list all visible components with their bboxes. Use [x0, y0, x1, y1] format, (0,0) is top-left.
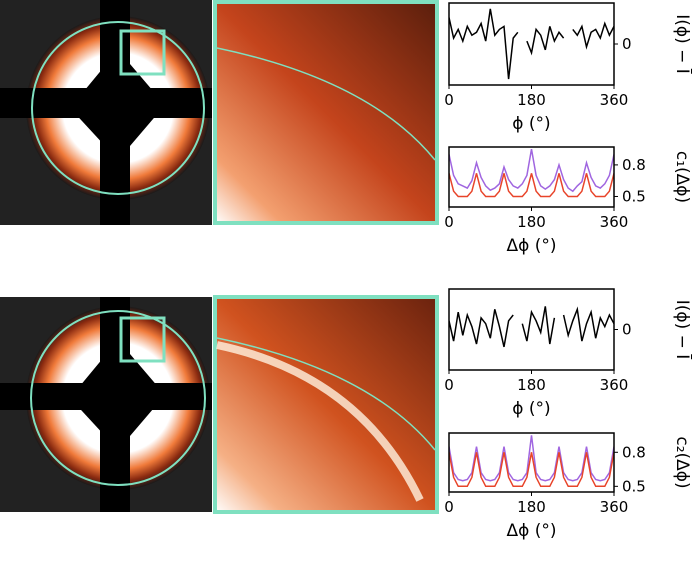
series-line — [449, 173, 614, 198]
x-tick-label: 360 — [600, 498, 629, 516]
y-axis-label: I(ϕ) − Ī — [672, 14, 692, 74]
detector-image-1 — [0, 0, 212, 225]
y-axis-label: c₂(Δϕ) — [672, 436, 692, 488]
x-tick-label: 0 — [444, 498, 454, 516]
series-line — [449, 435, 614, 482]
y-tick-label: 0 — [622, 321, 632, 339]
x-tick-label: 180 — [517, 498, 546, 516]
plot-frame — [448, 146, 615, 208]
series-line — [449, 8, 614, 80]
x-tick-label: 0 — [444, 91, 454, 109]
y-tick-label: 0.5 — [622, 477, 646, 495]
y-tick-label: 0.8 — [622, 156, 646, 174]
x-tick-label: 0 — [444, 376, 454, 394]
detector-image-2 — [0, 297, 212, 512]
x-axis-label: ϕ (°) — [512, 399, 550, 419]
y-tick-label: 0 — [622, 35, 632, 53]
x-tick-label: 360 — [600, 376, 629, 394]
y-axis-label: c₁(Δϕ) — [672, 151, 692, 203]
x-axis-label: ϕ (°) — [512, 114, 550, 134]
zoom-image-1 — [213, 0, 439, 225]
x-tick-label: 180 — [517, 376, 546, 394]
plot-frame — [448, 2, 615, 86]
series-line — [449, 306, 614, 348]
x-tick-label: 180 — [517, 213, 546, 231]
plot-frame — [448, 288, 615, 371]
x-axis-label: Δϕ (°) — [506, 521, 556, 541]
y-tick-label: 0.5 — [622, 187, 646, 205]
series-line — [449, 452, 614, 488]
y-axis-label: I(ϕ) − Ī — [672, 300, 692, 360]
x-tick-label: 360 — [600, 213, 629, 231]
zoom-image-2 — [213, 295, 439, 514]
x-tick-label: 360 — [600, 91, 629, 109]
series-line — [449, 148, 614, 193]
x-axis-label: Δϕ (°) — [506, 236, 556, 256]
x-tick-label: 0 — [444, 213, 454, 231]
y-tick-label: 0.8 — [622, 443, 646, 461]
x-tick-label: 180 — [517, 91, 546, 109]
